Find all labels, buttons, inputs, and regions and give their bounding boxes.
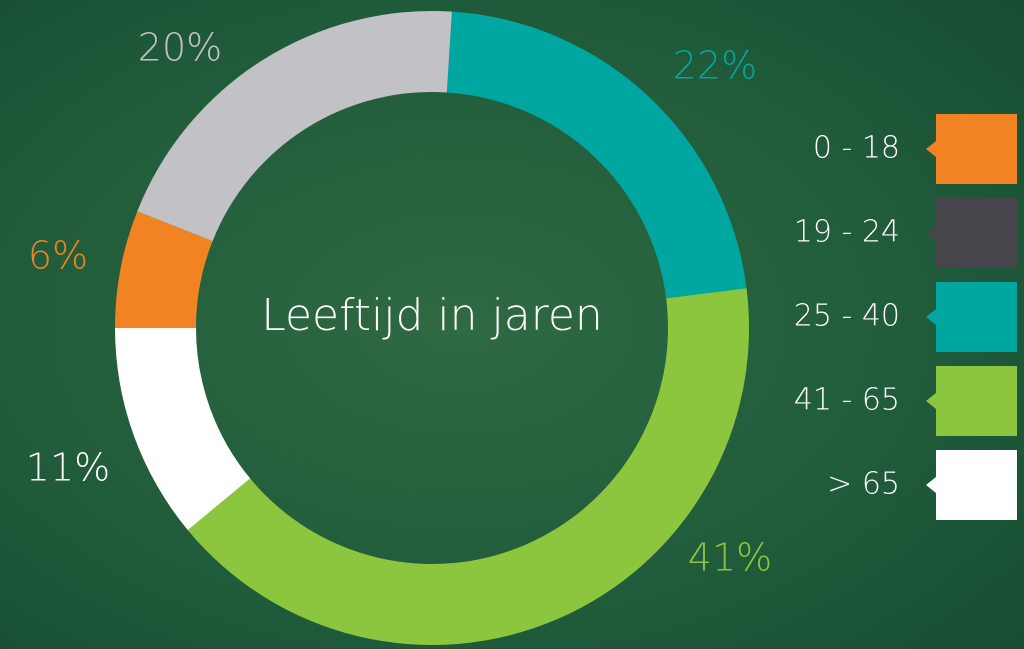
data-label: 6% (28, 234, 88, 278)
legend-swatch (926, 366, 1017, 436)
legend-swatch (926, 450, 1017, 520)
legend-label: 25 - 40 (794, 299, 900, 334)
data-label: 11% (26, 446, 110, 490)
legend-swatch (926, 282, 1017, 352)
donut-slice (115, 211, 213, 328)
legend-label: 0 - 18 (813, 131, 900, 166)
data-label: 22% (673, 44, 757, 88)
legend-label: 19 - 24 (794, 215, 900, 250)
donut-slice (137, 11, 452, 242)
donut-slice (446, 11, 747, 299)
donut-slice (187, 288, 750, 646)
donut-slice (115, 328, 251, 531)
legend-swatch (926, 114, 1017, 184)
legend-label: > 65 (827, 467, 900, 502)
data-label: 41% (688, 536, 772, 580)
legend-swatch (926, 198, 1017, 268)
chart-title: Leeftijd in jaren (261, 290, 603, 341)
legend-label: 41 - 65 (794, 383, 900, 418)
data-label: 20% (138, 26, 222, 70)
